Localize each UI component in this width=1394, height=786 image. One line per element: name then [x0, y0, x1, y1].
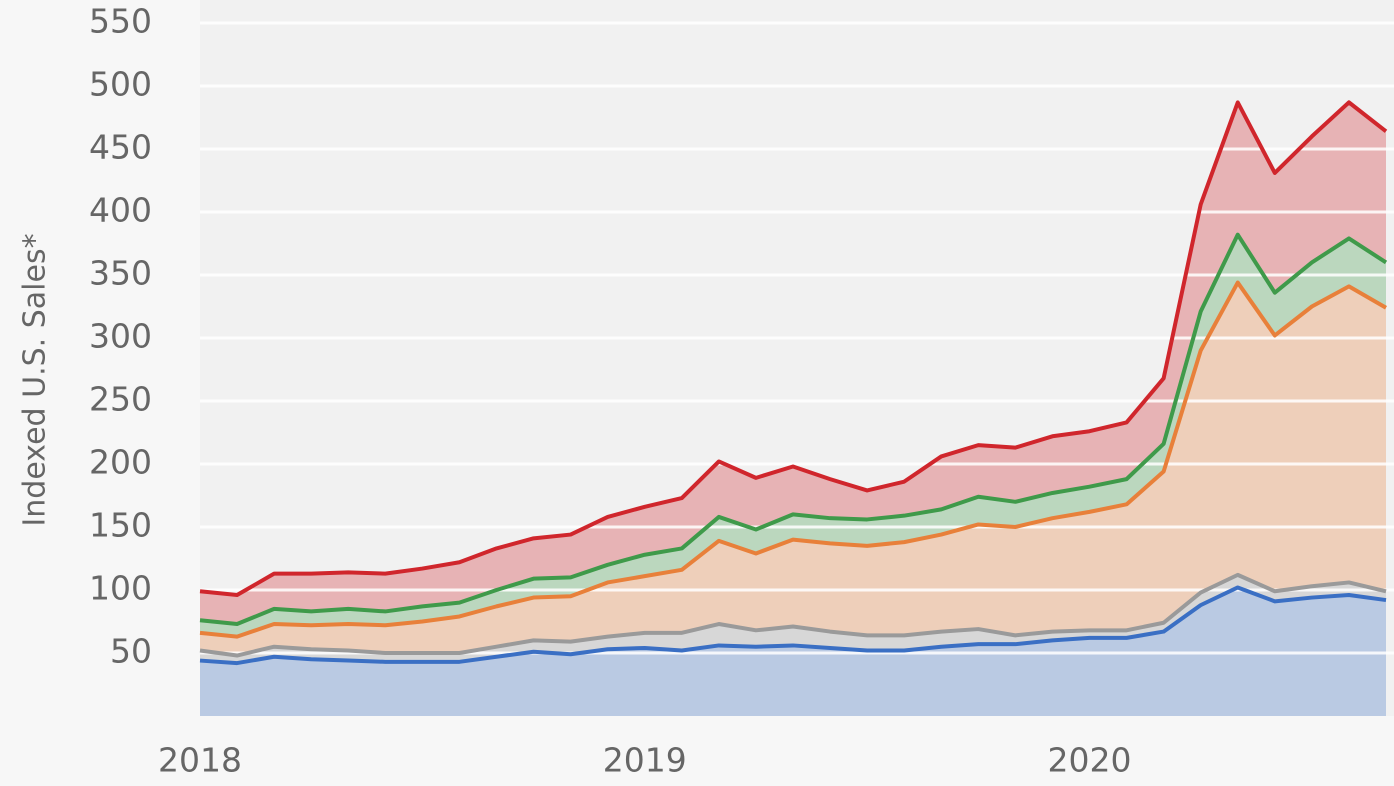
- y-tick-label: 300: [89, 317, 152, 356]
- x-tick-label: 2018: [158, 741, 242, 780]
- x-tick-label: 2020: [1048, 741, 1132, 780]
- y-tick-label: 550: [89, 2, 152, 41]
- area-line: [199, 585, 1387, 666]
- y-tick-label: 250: [89, 380, 152, 419]
- y-tick-label: 350: [89, 254, 152, 293]
- x-tick-label: 2019: [603, 741, 687, 780]
- y-tick-label: 50: [110, 632, 152, 671]
- area-fill: [200, 282, 1386, 656]
- y-tick-label: 400: [89, 191, 152, 230]
- area-line: [199, 280, 1388, 639]
- y-tick-label: 200: [89, 443, 152, 482]
- y-tick-label: 100: [89, 569, 152, 608]
- y-tick-label: 500: [89, 65, 152, 104]
- area-line: [199, 100, 1388, 598]
- area-line: [199, 232, 1388, 627]
- y-tick-label: 150: [89, 506, 152, 545]
- y-tick-label: 450: [89, 128, 152, 167]
- y-axis-label: Indexed U.S. Sales*: [18, 233, 53, 526]
- area-line: [199, 572, 1387, 658]
